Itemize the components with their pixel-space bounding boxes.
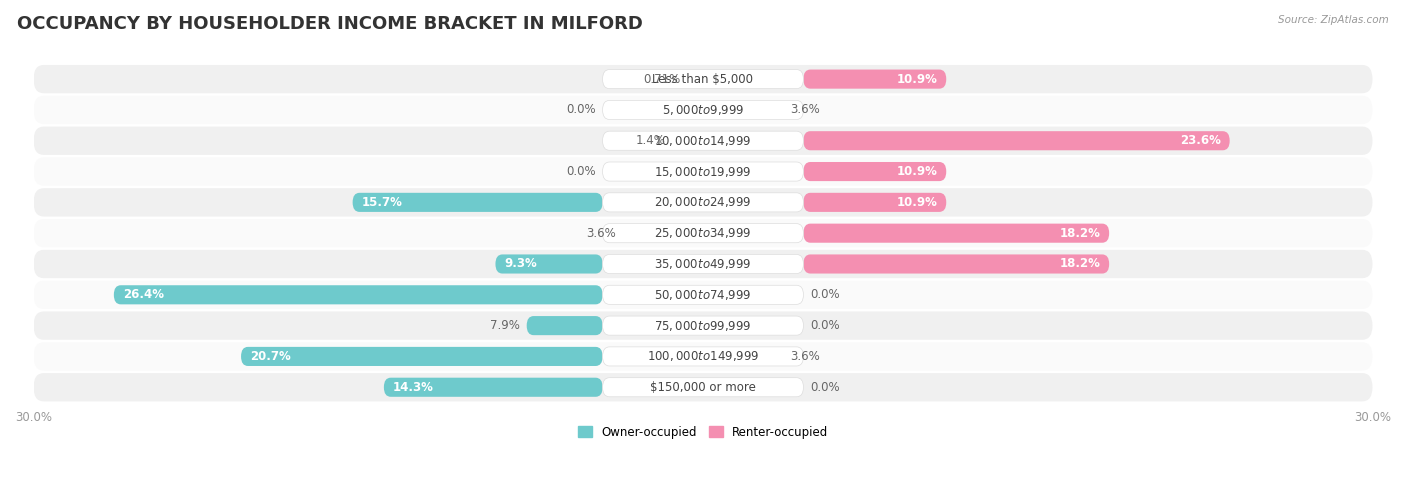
FancyBboxPatch shape: [603, 131, 803, 150]
FancyBboxPatch shape: [353, 193, 603, 212]
Text: $5,000 to $9,999: $5,000 to $9,999: [662, 103, 744, 117]
FancyBboxPatch shape: [603, 70, 803, 89]
Text: 9.3%: 9.3%: [505, 258, 537, 270]
Text: 3.6%: 3.6%: [790, 103, 820, 116]
Text: 15.7%: 15.7%: [361, 196, 402, 209]
Text: 0.0%: 0.0%: [810, 381, 839, 394]
FancyBboxPatch shape: [603, 254, 803, 274]
FancyBboxPatch shape: [34, 250, 1372, 278]
Text: 0.0%: 0.0%: [810, 319, 839, 332]
FancyBboxPatch shape: [34, 188, 1372, 217]
FancyBboxPatch shape: [603, 224, 803, 243]
Text: $100,000 to $149,999: $100,000 to $149,999: [647, 350, 759, 363]
Text: $10,000 to $14,999: $10,000 to $14,999: [654, 134, 752, 148]
Text: 10.9%: 10.9%: [897, 165, 938, 178]
FancyBboxPatch shape: [603, 347, 803, 366]
Text: $75,000 to $99,999: $75,000 to $99,999: [654, 318, 752, 333]
Text: Less than $5,000: Less than $5,000: [652, 73, 754, 86]
FancyBboxPatch shape: [34, 219, 1372, 247]
FancyBboxPatch shape: [603, 193, 803, 212]
FancyBboxPatch shape: [603, 378, 803, 397]
Text: $25,000 to $34,999: $25,000 to $34,999: [654, 226, 752, 240]
FancyBboxPatch shape: [603, 316, 803, 335]
Text: 23.6%: 23.6%: [1180, 134, 1220, 147]
FancyBboxPatch shape: [603, 285, 803, 304]
FancyBboxPatch shape: [803, 224, 1109, 243]
Text: 1.4%: 1.4%: [636, 134, 665, 147]
FancyBboxPatch shape: [34, 96, 1372, 124]
Text: 14.3%: 14.3%: [392, 381, 433, 394]
FancyBboxPatch shape: [34, 342, 1372, 371]
Text: 18.2%: 18.2%: [1059, 258, 1101, 270]
Text: 10.9%: 10.9%: [897, 73, 938, 86]
FancyBboxPatch shape: [34, 127, 1372, 155]
FancyBboxPatch shape: [114, 285, 603, 304]
FancyBboxPatch shape: [527, 316, 603, 335]
FancyBboxPatch shape: [803, 162, 946, 181]
FancyBboxPatch shape: [803, 70, 946, 89]
FancyBboxPatch shape: [34, 281, 1372, 309]
Text: $50,000 to $74,999: $50,000 to $74,999: [654, 288, 752, 302]
FancyBboxPatch shape: [34, 312, 1372, 340]
Text: 20.7%: 20.7%: [250, 350, 291, 363]
FancyBboxPatch shape: [495, 254, 603, 274]
Text: 10.9%: 10.9%: [897, 196, 938, 209]
Text: Source: ZipAtlas.com: Source: ZipAtlas.com: [1278, 15, 1389, 25]
Text: 0.71%: 0.71%: [643, 73, 681, 86]
FancyBboxPatch shape: [803, 193, 946, 212]
FancyBboxPatch shape: [803, 131, 1230, 150]
Text: 26.4%: 26.4%: [122, 288, 163, 301]
Text: 0.0%: 0.0%: [567, 103, 596, 116]
Text: $15,000 to $19,999: $15,000 to $19,999: [654, 165, 752, 179]
FancyBboxPatch shape: [34, 157, 1372, 186]
Text: $150,000 or more: $150,000 or more: [650, 381, 756, 394]
Text: 0.0%: 0.0%: [567, 165, 596, 178]
FancyBboxPatch shape: [384, 378, 603, 397]
Text: $20,000 to $24,999: $20,000 to $24,999: [654, 195, 752, 209]
Text: 18.2%: 18.2%: [1059, 226, 1101, 240]
Legend: Owner-occupied, Renter-occupied: Owner-occupied, Renter-occupied: [572, 421, 834, 443]
Text: 7.9%: 7.9%: [491, 319, 520, 332]
FancyBboxPatch shape: [603, 100, 803, 119]
FancyBboxPatch shape: [240, 347, 603, 366]
FancyBboxPatch shape: [34, 373, 1372, 401]
Text: $35,000 to $49,999: $35,000 to $49,999: [654, 257, 752, 271]
Text: 3.6%: 3.6%: [790, 350, 820, 363]
Text: 0.0%: 0.0%: [810, 288, 839, 301]
Text: OCCUPANCY BY HOUSEHOLDER INCOME BRACKET IN MILFORD: OCCUPANCY BY HOUSEHOLDER INCOME BRACKET …: [17, 15, 643, 33]
Text: 3.6%: 3.6%: [586, 226, 616, 240]
FancyBboxPatch shape: [34, 65, 1372, 94]
FancyBboxPatch shape: [603, 162, 803, 181]
FancyBboxPatch shape: [803, 254, 1109, 274]
